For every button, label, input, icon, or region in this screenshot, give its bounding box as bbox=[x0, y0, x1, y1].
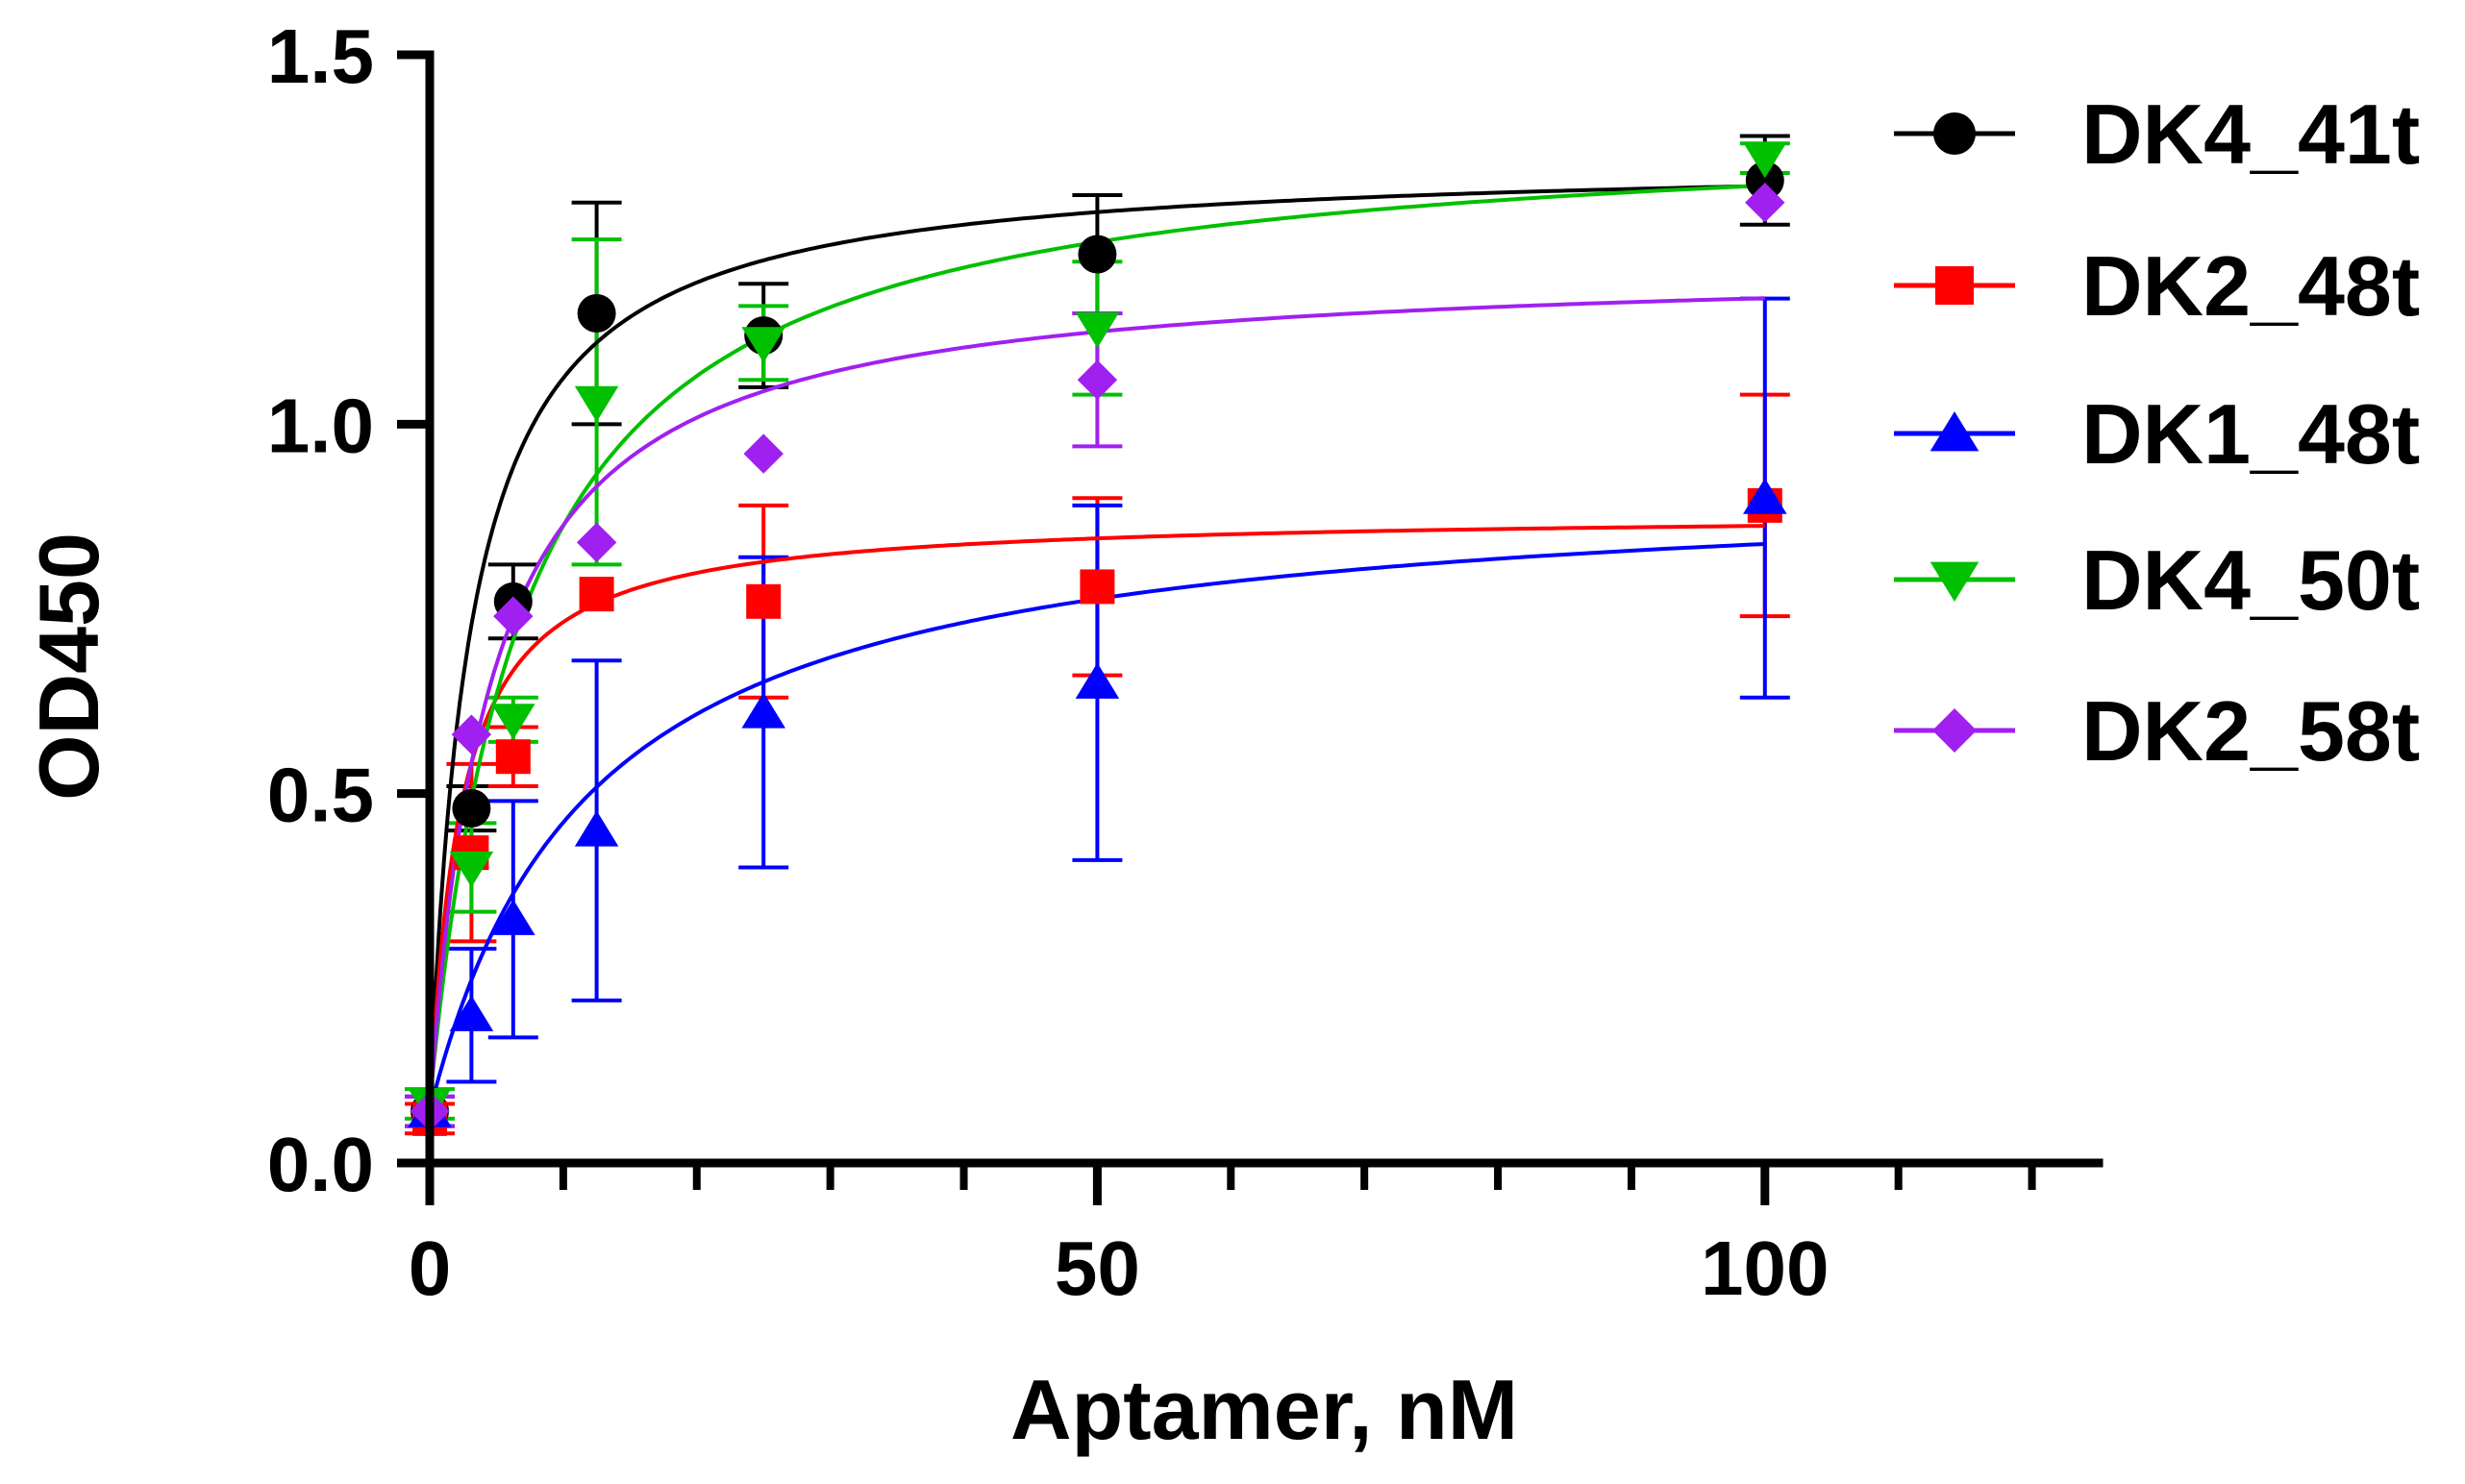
legend-item: DK1_48t bbox=[1894, 386, 2420, 482]
data-point bbox=[577, 294, 616, 334]
data-point bbox=[1743, 478, 1787, 514]
data-point bbox=[1080, 569, 1115, 605]
error-bars bbox=[405, 134, 1790, 1136]
data-point bbox=[449, 995, 494, 1031]
data-point bbox=[491, 899, 535, 935]
legend-marker bbox=[1933, 112, 1976, 155]
x-tick-label: 100 bbox=[1701, 1225, 1829, 1311]
legend-item: DK4_41t bbox=[1894, 87, 2420, 182]
data-point bbox=[746, 583, 782, 619]
data-point bbox=[451, 714, 492, 754]
y-tick-label: 0.5 bbox=[267, 753, 374, 838]
legend-label: DK2_58t bbox=[2081, 683, 2420, 779]
legend-label: DK2_48t bbox=[2081, 238, 2420, 334]
data-point bbox=[574, 810, 619, 847]
legend-label: DK4_41t bbox=[2081, 87, 2420, 182]
data-point bbox=[741, 327, 785, 363]
data-point bbox=[1075, 662, 1120, 699]
legend-item: DK2_58t bbox=[1894, 683, 2420, 779]
axis-ticks: 0.0 0.5 1.0 1.5 0 50 100 bbox=[267, 13, 2036, 1311]
x-tick-label: 0 bbox=[409, 1225, 452, 1311]
data-point bbox=[574, 385, 619, 422]
legend-item: DK4_50t bbox=[1894, 532, 2420, 628]
legend-item: DK2_48t bbox=[1894, 238, 2420, 334]
data-point bbox=[491, 704, 535, 740]
legend: DK4_41t DK2_48t DK1_48t DK4_50t DK2_58t bbox=[1894, 87, 2420, 779]
data-point bbox=[495, 739, 531, 775]
data-point bbox=[1077, 359, 1118, 400]
legend-marker bbox=[1930, 561, 1979, 602]
data-point bbox=[579, 577, 614, 612]
y-tick-label: 0.0 bbox=[267, 1122, 374, 1207]
data-point bbox=[1745, 161, 1784, 200]
data-point bbox=[1745, 183, 1785, 223]
legend-marker bbox=[1935, 266, 1974, 305]
data-point bbox=[1075, 311, 1120, 349]
data-point bbox=[449, 851, 494, 888]
legend-marker bbox=[1930, 411, 1979, 452]
data-point bbox=[493, 596, 534, 636]
y-tick-label: 1.5 bbox=[267, 13, 374, 99]
data-point bbox=[576, 522, 617, 563]
data-points bbox=[408, 142, 1787, 1136]
legend-marker bbox=[1932, 708, 1977, 753]
x-tick-label: 50 bbox=[1055, 1225, 1140, 1311]
y-tick-label: 1.0 bbox=[267, 383, 374, 468]
fit-curve-dk2-58t bbox=[428, 296, 1765, 1112]
data-point bbox=[1078, 235, 1117, 274]
legend-label: DK4_50t bbox=[2081, 532, 2420, 628]
axes bbox=[425, 50, 2104, 1168]
legend-label: DK1_48t bbox=[2081, 386, 2420, 482]
fit-curve-dk1-48t bbox=[428, 542, 1765, 1112]
y-axis-title: OD450 bbox=[21, 532, 116, 801]
x-axis-title: Aptamer, nM bbox=[1010, 1362, 1518, 1457]
fit-curve-dk4-41t bbox=[428, 184, 1765, 1112]
data-point bbox=[452, 789, 491, 829]
data-point bbox=[1743, 142, 1787, 179]
data-point bbox=[743, 433, 784, 474]
data-point bbox=[741, 692, 785, 729]
